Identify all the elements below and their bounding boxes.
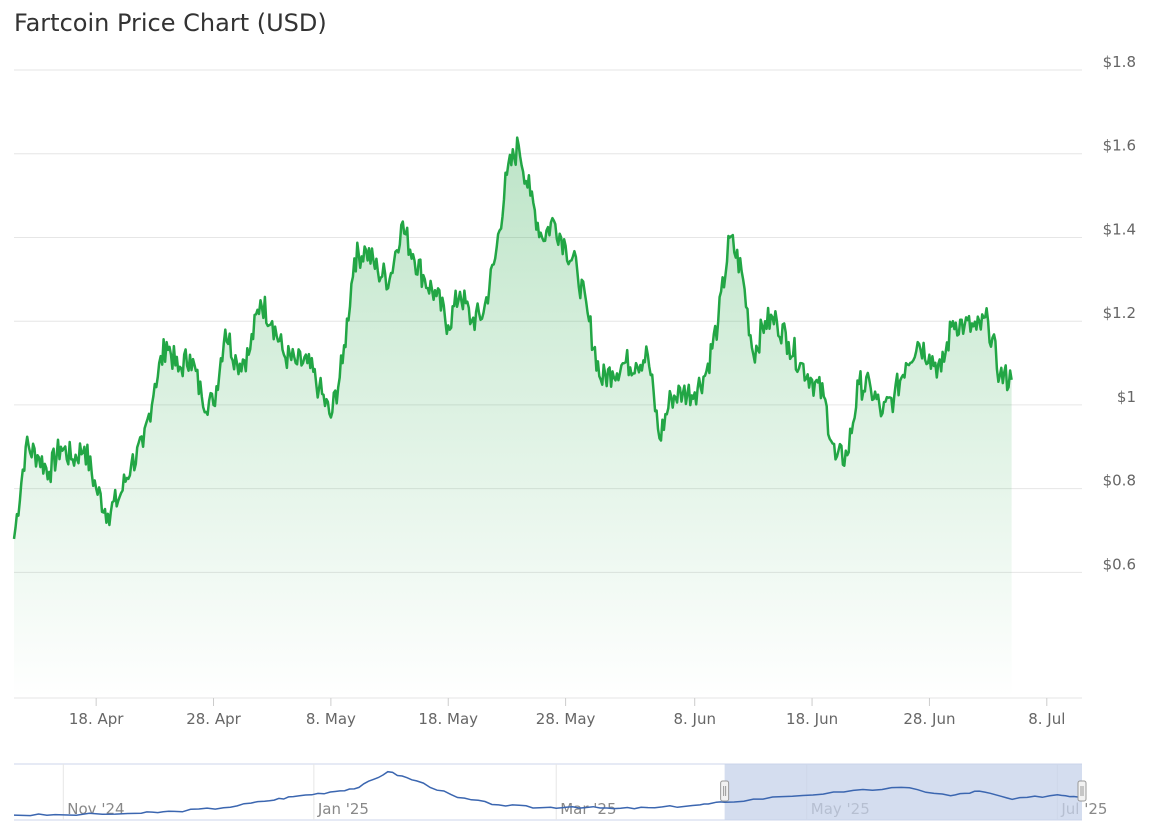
navigator-selection[interactable] [724, 764, 1082, 820]
x-axis: 18. Apr 28. Apr 8. May 18. May 28. May 8. Jun… [69, 698, 1065, 728]
series-area [14, 137, 1012, 699]
y-tick-label: $1.6 [1103, 137, 1136, 155]
y-tick-label: $1.8 [1103, 53, 1136, 71]
x-tick-label: 18. May [418, 710, 478, 728]
y-tick-label: $1.2 [1103, 304, 1136, 322]
x-tick-label: 28. Apr [186, 710, 241, 728]
y-tick-label: $0.8 [1103, 472, 1136, 490]
navigator-left-handle[interactable] [720, 780, 730, 802]
x-tick-label: 18. Apr [69, 710, 124, 728]
handle-grip[interactable] [1077, 780, 1087, 802]
chart-title: Fartcoin Price Chart (USD) [14, 9, 327, 37]
handle-grip[interactable] [720, 780, 730, 802]
x-tick-label: 8. Jul [1028, 710, 1065, 728]
x-tick-label: 28. Jun [903, 710, 955, 728]
navigator-right-handle[interactable] [1077, 780, 1087, 802]
price-line [12, 136, 1013, 540]
y-tick-label: $1 [1117, 388, 1136, 406]
x-tick-label: 18. Jun [786, 710, 838, 728]
navigator-label: Jan '25 [317, 800, 369, 818]
navigator-line [13, 770, 1083, 817]
y-axis: $0.6 $0.8 $1 $1.2 $1.4 $1.6 $1.8 [1103, 53, 1136, 573]
x-tick-label: 8. Jun [673, 710, 716, 728]
navigator-label: Mar '25 [560, 800, 616, 818]
series-line [12, 136, 1013, 540]
x-tick-label: 28. May [536, 710, 596, 728]
price-area [14, 137, 1012, 699]
y-tick-label: $0.6 [1103, 555, 1136, 573]
x-tick-label: 8. May [306, 710, 356, 728]
y-tick-label: $1.4 [1103, 220, 1136, 238]
